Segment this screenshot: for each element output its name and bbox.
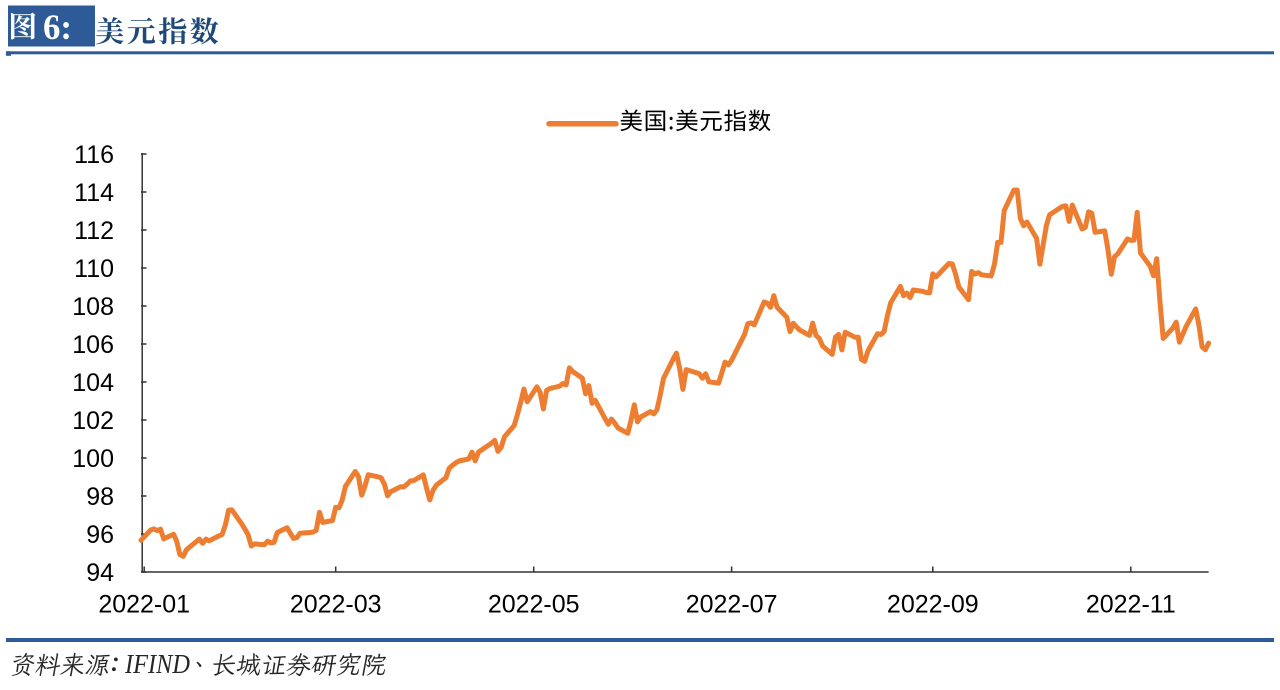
svg-text:2022-11: 2022-11 bbox=[1086, 591, 1176, 619]
svg-text:2022-01: 2022-01 bbox=[98, 591, 190, 619]
svg-text:2022-05: 2022-05 bbox=[488, 591, 580, 619]
svg-text:106: 106 bbox=[72, 331, 114, 359]
svg-text:102: 102 bbox=[72, 407, 114, 435]
svg-text:114: 114 bbox=[74, 179, 114, 207]
svg-text:108: 108 bbox=[72, 293, 114, 321]
svg-text:6:: 6: bbox=[43, 7, 72, 47]
svg-text:96: 96 bbox=[86, 521, 114, 549]
svg-text:116: 116 bbox=[74, 141, 114, 169]
svg-text:IFIND: IFIND bbox=[124, 649, 190, 679]
svg-text:110: 110 bbox=[74, 255, 114, 283]
svg-text:104: 104 bbox=[72, 369, 114, 397]
svg-text:2022-09: 2022-09 bbox=[887, 591, 979, 619]
svg-text:100: 100 bbox=[72, 445, 114, 473]
svg-text:2022-03: 2022-03 bbox=[290, 591, 382, 619]
svg-text:112: 112 bbox=[74, 217, 114, 245]
svg-text:94: 94 bbox=[86, 559, 114, 587]
svg-text:98: 98 bbox=[86, 483, 114, 511]
svg-text:2022-07: 2022-07 bbox=[686, 591, 778, 619]
